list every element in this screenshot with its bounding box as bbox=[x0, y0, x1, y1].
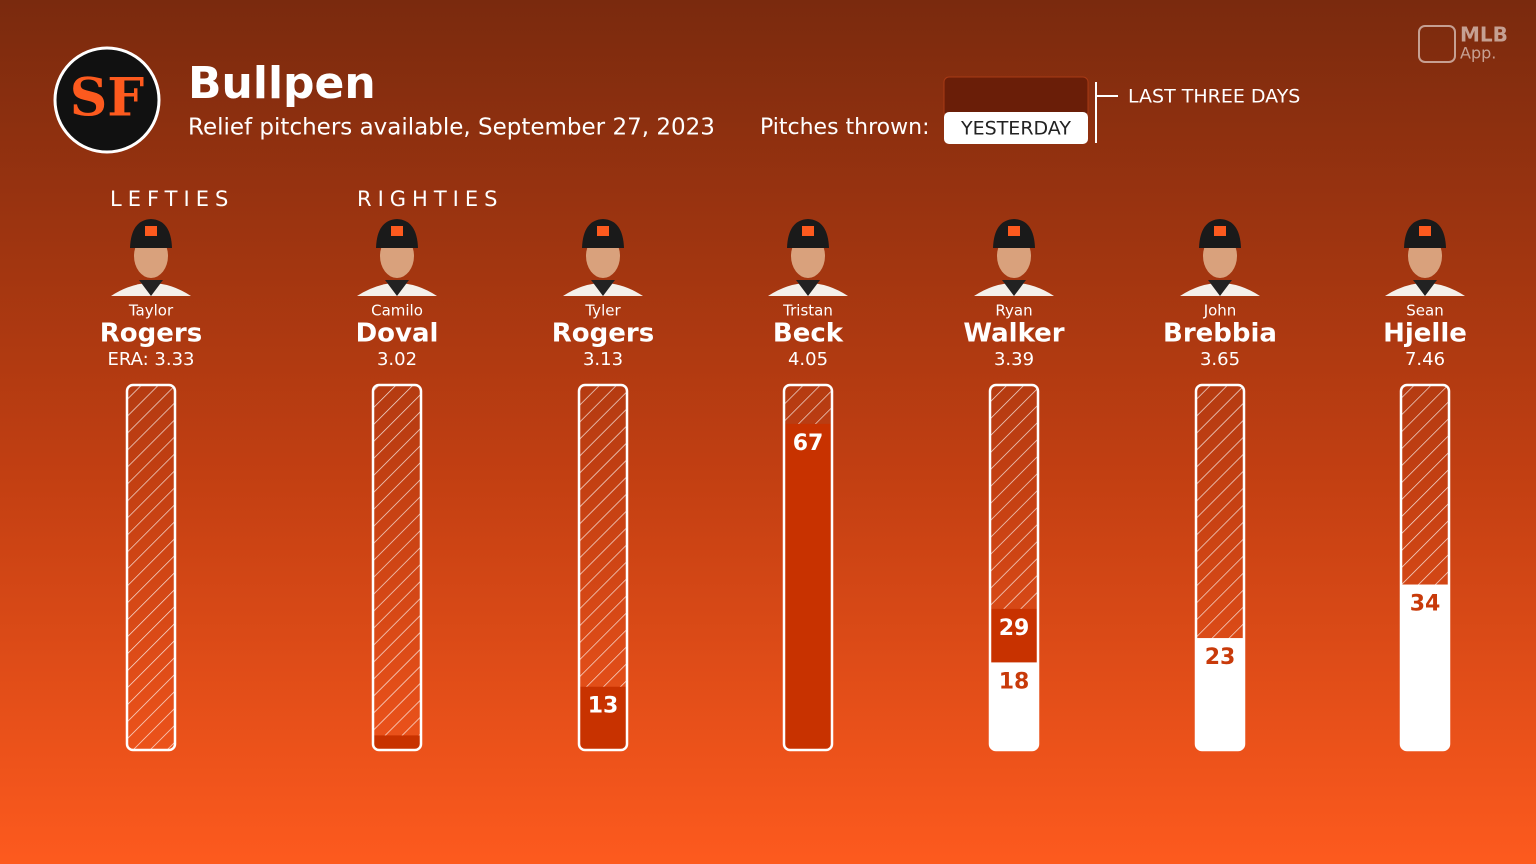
pitch-count: 13 bbox=[588, 694, 619, 719]
logo-text: SF bbox=[70, 68, 145, 129]
bar-yesterday bbox=[1195, 638, 1245, 750]
headshot bbox=[1180, 219, 1260, 296]
headshot bbox=[974, 219, 1054, 296]
headshot bbox=[563, 219, 643, 296]
first-name: Tyler bbox=[584, 302, 621, 320]
last-name: Brebbia bbox=[1163, 319, 1277, 349]
brand-line: App. bbox=[1460, 44, 1496, 63]
headshot bbox=[768, 219, 848, 296]
last-name: Hjelle bbox=[1383, 319, 1467, 349]
pitch-bar bbox=[1400, 385, 1450, 750]
pitch-bar bbox=[989, 385, 1039, 750]
section-label: LEFTIES bbox=[110, 187, 234, 211]
first-name: Ryan bbox=[995, 302, 1032, 320]
bar-outline bbox=[125, 383, 177, 752]
pitch-count: 67 bbox=[793, 431, 824, 456]
bar-yesterday bbox=[989, 662, 1039, 750]
bar-outline bbox=[1194, 383, 1246, 752]
section-label: RIGHTIES bbox=[357, 187, 503, 211]
bar-outline bbox=[577, 383, 629, 752]
brand-line: MLB bbox=[1460, 23, 1508, 47]
headshot bbox=[111, 219, 191, 296]
legend-bracket bbox=[1095, 82, 1118, 143]
subtitle: Relief pitchers available, September 27,… bbox=[188, 115, 715, 141]
era: 3.65 bbox=[1200, 349, 1240, 370]
bar-last-three-days bbox=[578, 686, 628, 750]
legend-swatch-yesterday bbox=[944, 112, 1088, 144]
bar-last-three-days bbox=[372, 735, 422, 750]
pitch-count: 18 bbox=[999, 669, 1030, 694]
pitch-bar bbox=[1195, 385, 1245, 750]
era: 7.46 bbox=[1405, 349, 1445, 370]
first-name: Taylor bbox=[128, 302, 174, 320]
era: ERA: 3.33 bbox=[107, 349, 194, 370]
bar-yesterday bbox=[1400, 584, 1450, 750]
bar-outline bbox=[988, 383, 1040, 752]
team-logo: SF bbox=[53, 46, 161, 154]
bar-empty bbox=[126, 385, 176, 750]
last-name: Beck bbox=[773, 319, 844, 349]
bar-outline bbox=[371, 383, 423, 752]
first-name: John bbox=[1203, 302, 1237, 320]
brand: MLB App. bbox=[1418, 23, 1508, 63]
pitch-bar bbox=[372, 385, 422, 750]
legend-label: Pitches thrown: bbox=[760, 115, 930, 140]
first-name: Sean bbox=[1406, 302, 1443, 320]
headshot bbox=[357, 219, 437, 296]
era: 3.13 bbox=[583, 349, 623, 370]
pitch-bar bbox=[578, 385, 628, 750]
pitch-count: 23 bbox=[1205, 645, 1236, 670]
era: 3.02 bbox=[377, 349, 417, 370]
last-name: Doval bbox=[356, 319, 439, 349]
last-name: Rogers bbox=[100, 319, 202, 349]
bar-outline bbox=[782, 383, 834, 752]
last-name: Walker bbox=[963, 319, 1064, 349]
era: 4.05 bbox=[788, 349, 828, 370]
era: 3.39 bbox=[994, 349, 1034, 370]
headshot bbox=[1385, 219, 1465, 296]
pitch-count: 29 bbox=[999, 616, 1030, 641]
bar-empty bbox=[372, 385, 422, 750]
pitch-bar bbox=[126, 385, 176, 750]
pitch-count: 34 bbox=[1410, 592, 1441, 617]
last-name: Rogers bbox=[552, 319, 654, 349]
first-name: Tristan bbox=[782, 302, 833, 320]
bar-last-three-days bbox=[783, 423, 833, 750]
legend-last-three: LAST THREE DAYS bbox=[1128, 86, 1300, 108]
legend-swatch-last-three bbox=[943, 76, 1089, 118]
bar-outline bbox=[1399, 383, 1451, 752]
title: Bullpen bbox=[188, 58, 376, 109]
pitch-bar bbox=[783, 385, 833, 750]
first-name: Camilo bbox=[371, 302, 423, 320]
legend-yesterday: YESTERDAY bbox=[960, 118, 1071, 140]
